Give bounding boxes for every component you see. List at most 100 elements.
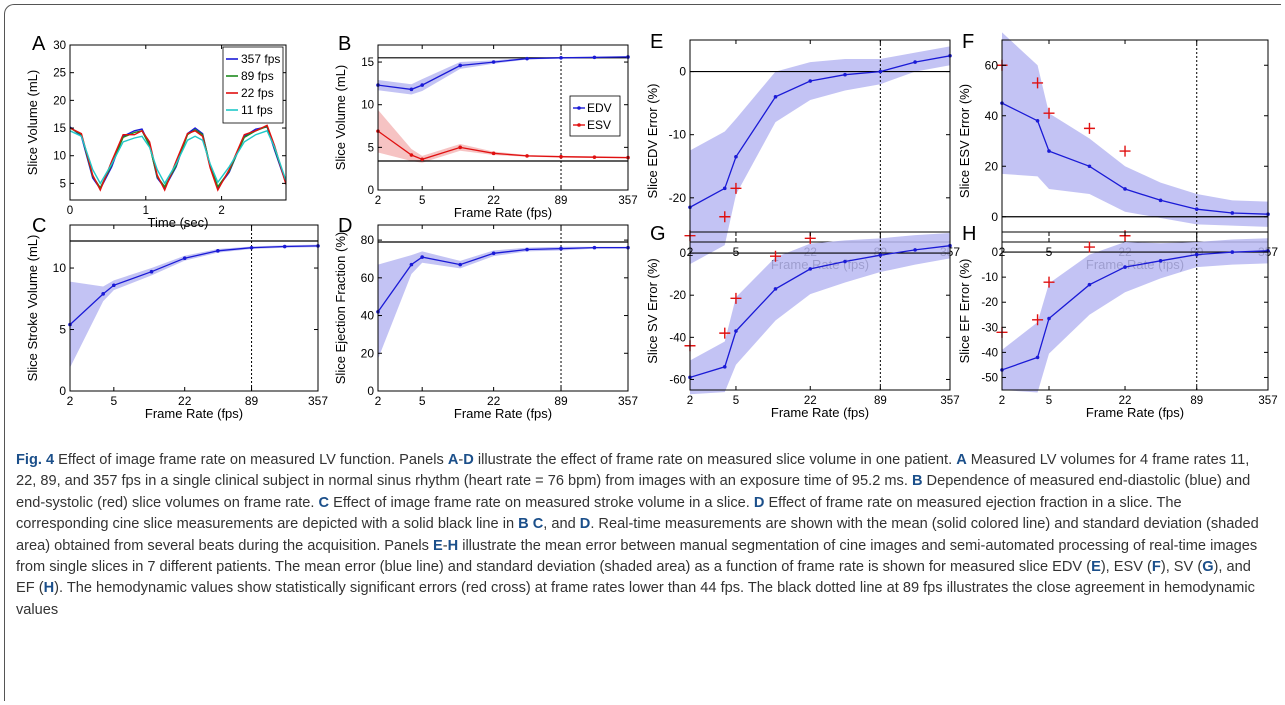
data-point	[734, 329, 738, 333]
x-tick-label: 5	[110, 394, 117, 408]
x-tick-label: 2	[218, 205, 224, 217]
data-point	[420, 255, 424, 259]
significance-marker	[730, 182, 742, 194]
data-point	[1230, 250, 1235, 254]
y-tick-label: 20	[53, 95, 66, 107]
x-tick-label: 89	[555, 195, 568, 207]
y-tick-label: 40	[985, 109, 999, 123]
data-point	[149, 269, 154, 274]
caption-text: ). The hemodynamic values show statistic…	[16, 580, 1255, 618]
x-tick-label: 2	[999, 395, 1005, 407]
data-point	[216, 249, 220, 253]
caption-text: Measured LV volumes for 4 frame rates 11…	[16, 452, 1250, 490]
panel-label: A	[32, 33, 46, 55]
x-axis-label: Frame Rate (fps)	[771, 405, 869, 420]
data-point	[525, 56, 529, 61]
significance-marker	[719, 327, 731, 339]
y-tick-label: -40	[981, 347, 998, 359]
x-axis-label: Time (sec)	[148, 215, 209, 230]
y-tick-label: 10	[53, 151, 66, 163]
y-axis-label: Slice Ejection Fraction (%)	[333, 232, 348, 384]
caption-panel-ref: G	[1202, 559, 1214, 576]
caption-panel-ref: D	[753, 494, 765, 511]
sd-band	[1002, 238, 1268, 393]
data-point	[878, 69, 883, 74]
caption-panel-ref: A	[447, 452, 459, 468]
y-tick-label: -40	[669, 332, 686, 344]
data-point	[734, 154, 738, 159]
x-axis-label: Frame Rate (fps)	[1086, 405, 1184, 420]
data-point	[1035, 355, 1040, 360]
x-tick-label: 2	[375, 394, 382, 408]
data-point	[808, 267, 813, 271]
data-point	[525, 247, 529, 252]
panel-d: D 2 5 22 89 357 0 20 40 60 80 Frame Rate (fps) Slice…	[333, 215, 638, 421]
data-point	[282, 244, 287, 249]
plot-frame	[377, 224, 629, 392]
y-axis-label: Slice Volume (mL)	[333, 65, 348, 170]
y-tick-label: 60	[985, 58, 999, 72]
plot-frame	[1001, 39, 1269, 243]
sd-band	[1002, 32, 1268, 227]
x-tick-label: 5	[733, 245, 740, 259]
legend-entry: ESV	[587, 118, 611, 132]
y-tick-label: 30	[53, 40, 66, 52]
y-tick-label: 10	[361, 100, 374, 112]
data-point	[112, 283, 116, 288]
x-axis-label: Frame Rate (fps)	[454, 406, 552, 421]
plot-frame	[689, 231, 951, 391]
data-point	[913, 248, 917, 252]
y-tick-label: -60	[669, 374, 686, 386]
data-point	[1047, 316, 1051, 321]
x-tick-label: 22	[804, 395, 817, 407]
caption-body: Effect of image frame rate on measured L…	[16, 452, 1259, 618]
data-point	[1194, 207, 1199, 211]
data-point	[458, 63, 463, 68]
data-point	[559, 246, 563, 251]
y-tick-label: 60	[361, 271, 375, 285]
caption-text: ), and EF (	[16, 559, 1251, 597]
x-tick-label: 89	[874, 395, 887, 407]
sd-band	[70, 244, 318, 368]
sd-band	[690, 233, 950, 395]
x-tick-label: 2	[375, 195, 381, 207]
legend-marker	[577, 106, 581, 110]
y-axis-label: Slice Volume (mL)	[25, 70, 40, 175]
figure-caption: Fig. 4 Effect of image frame rate on mea…	[16, 450, 1266, 621]
caption-panel-ref: H	[447, 537, 459, 554]
caption-panel-ref: C	[318, 494, 330, 511]
caption-panel-ref: E	[432, 537, 443, 554]
x-tick-label: 2	[687, 395, 693, 407]
data-point	[878, 253, 883, 257]
y-tick-label: 10	[53, 261, 67, 275]
significance-marker	[1043, 107, 1055, 119]
plot-frame	[377, 44, 629, 191]
significance-marker	[1043, 276, 1055, 288]
caption-panel-ref: H	[43, 580, 55, 597]
caption-panel-ref: E	[1091, 559, 1101, 576]
y-tick-label: -20	[669, 290, 686, 302]
y-tick-label: 0	[992, 247, 998, 259]
y-tick-label: 20	[361, 346, 375, 360]
y-tick-label: -20	[981, 297, 998, 309]
y-axis-label: Slice Stroke Volume (mL)	[25, 235, 40, 382]
y-tick-label: 5	[59, 323, 66, 337]
y-axis-label: Slice SV Error (%)	[645, 258, 660, 363]
sd-band	[690, 46, 950, 265]
data-point	[491, 60, 496, 64]
caption-text: ), ESV (	[1100, 559, 1152, 576]
caption-text: illustrate the mean error between manual…	[16, 537, 1258, 576]
data-point	[409, 153, 414, 157]
data-point	[808, 79, 813, 83]
caption-text: -	[442, 537, 448, 554]
panel-label: G	[650, 223, 666, 245]
data-point	[1158, 259, 1163, 263]
data-point	[843, 72, 847, 77]
data-point	[913, 60, 917, 64]
data-point	[1047, 149, 1051, 153]
x-tick-label: 357	[618, 394, 638, 408]
y-tick-label: 0	[679, 65, 686, 79]
data-point	[559, 154, 563, 159]
